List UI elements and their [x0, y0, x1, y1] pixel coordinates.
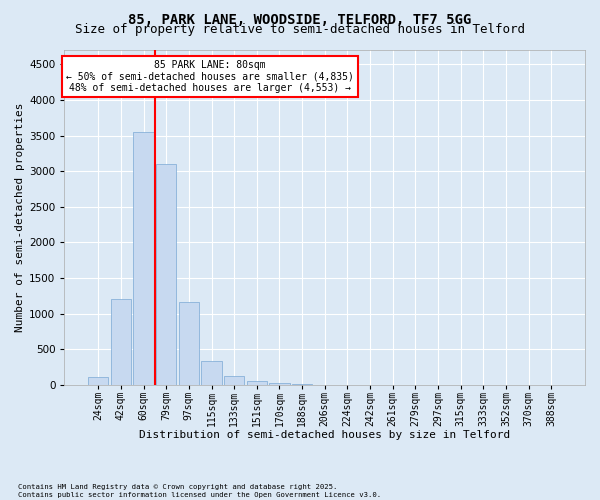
Bar	[269, 383, 290, 385]
Bar	[179, 302, 199, 385]
Bar	[202, 361, 221, 385]
Bar	[247, 381, 267, 385]
Bar	[111, 300, 131, 385]
Bar	[224, 376, 244, 385]
Bar	[133, 132, 154, 385]
Y-axis label: Number of semi-detached properties: Number of semi-detached properties	[15, 103, 25, 332]
Bar	[88, 377, 109, 385]
Bar	[156, 164, 176, 385]
X-axis label: Distribution of semi-detached houses by size in Telford: Distribution of semi-detached houses by …	[139, 430, 511, 440]
Text: 85 PARK LANE: 80sqm
← 50% of semi-detached houses are smaller (4,835)
48% of sem: 85 PARK LANE: 80sqm ← 50% of semi-detach…	[66, 60, 354, 94]
Bar	[292, 384, 312, 385]
Text: Size of property relative to semi-detached houses in Telford: Size of property relative to semi-detach…	[75, 22, 525, 36]
Text: 85, PARK LANE, WOODSIDE, TELFORD, TF7 5GG: 85, PARK LANE, WOODSIDE, TELFORD, TF7 5G…	[128, 12, 472, 26]
Text: Contains HM Land Registry data © Crown copyright and database right 2025.
Contai: Contains HM Land Registry data © Crown c…	[18, 484, 381, 498]
